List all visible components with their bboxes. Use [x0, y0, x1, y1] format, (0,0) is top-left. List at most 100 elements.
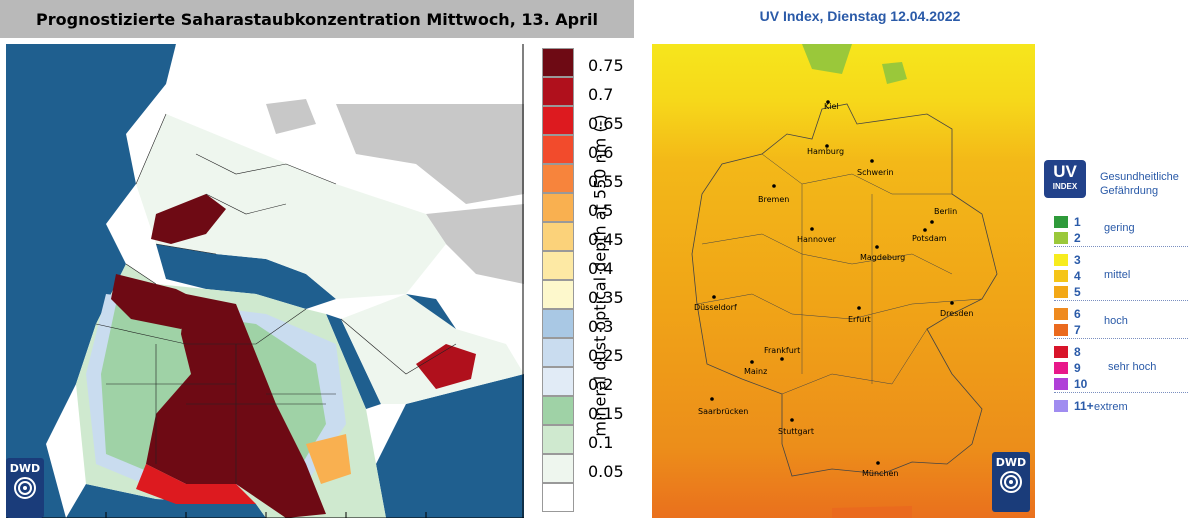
colorbar-tick-label: 0.7 — [588, 85, 614, 104]
colorbar-swatch — [542, 135, 574, 164]
colorbar-swatch — [542, 454, 574, 483]
dust-plume-arabia — [416, 344, 476, 389]
legend-swatch — [1054, 231, 1068, 244]
city-label-kiel: Kiel — [824, 102, 839, 111]
colorbar-tick-label: 0.65 — [588, 114, 624, 133]
indian-ocean — [376, 374, 524, 518]
legend-row: 11+ — [1054, 399, 1094, 413]
uv-map: Kiel Hamburg Schwerin Bremen Berlin Pots… — [652, 44, 1035, 518]
legend-value: 10 — [1074, 376, 1088, 391]
colorbar-tick-label: 0.75 — [588, 56, 624, 75]
legend-value: 3 — [1074, 252, 1081, 267]
colorbar-swatch — [542, 483, 574, 512]
legend-row: 8 — [1054, 345, 1081, 359]
grey-northern-region — [336, 104, 524, 204]
colorbar-swatch — [542, 367, 574, 396]
uv-index-badge: UV INDEX — [1044, 160, 1086, 198]
city-label-potsdam: Potsdam — [912, 234, 947, 243]
dwd-swirl-icon — [14, 477, 36, 499]
legend-category: mittel — [1104, 269, 1131, 281]
colorbar-tick-label: 0.05 — [588, 462, 624, 481]
legend-row: 6 — [1054, 306, 1081, 321]
legend-divider — [1054, 300, 1188, 301]
dust-map — [6, 44, 524, 518]
legend-swatch — [1054, 269, 1068, 282]
legend-value: 7 — [1074, 322, 1081, 337]
city-markers — [710, 100, 954, 465]
legend-category: hoch — [1104, 315, 1128, 327]
dust-plume-iberia — [151, 194, 226, 244]
dwd-logo-right: DWD — [992, 452, 1030, 512]
legend-value: 6 — [1074, 306, 1081, 321]
city-label-duesseldorf: Düsseldorf — [694, 303, 737, 312]
dust-mid-patch — [306, 434, 351, 484]
legend-value: 1 — [1074, 214, 1081, 229]
colorbar-swatch — [542, 396, 574, 425]
uv-green-north — [802, 44, 852, 74]
city-label-saarbruecken: Saarbrücken — [698, 407, 748, 416]
city-label-dresden: Dresden — [940, 309, 973, 318]
legend-heading: Gesundheitliche Gefährdung — [1100, 171, 1179, 197]
legend-swatch — [1054, 307, 1068, 320]
legend-value: 9 — [1074, 360, 1081, 375]
germany-outline — [691, 103, 998, 477]
colorbar-tick-label: 0.45 — [588, 230, 624, 249]
city-label-erfurt: Erfurt — [848, 315, 871, 324]
legend-row: 4 — [1054, 268, 1081, 283]
legend-row: 2 — [1054, 230, 1081, 245]
legend-row: 10 — [1054, 376, 1088, 391]
legend-category: extrem — [1094, 401, 1128, 413]
legend-swatch — [1054, 345, 1068, 358]
colorbar-tick-label: 0.6 — [588, 143, 614, 162]
colorbar-tick-label: 0.25 — [588, 346, 624, 365]
colorbar-swatch — [542, 48, 574, 77]
legend-category: gering — [1104, 222, 1135, 234]
dwd-swirl-icon — [1000, 471, 1022, 493]
europe-land — [136, 114, 446, 299]
city-label-hamburg: Hamburg — [807, 147, 844, 156]
city-label-stuttgart: Stuttgart — [778, 427, 814, 436]
gulf-of-guinea — [66, 484, 266, 518]
colorbar-axis-label: mineral dust optical depth at 550 nm (-) — [590, 113, 610, 437]
red-sea — [326, 314, 381, 409]
legend-swatch — [1054, 399, 1068, 412]
legend-row: 5 — [1054, 284, 1081, 299]
legend-row: 3 — [1054, 252, 1081, 267]
colorbar-swatch — [542, 222, 574, 251]
mediterranean-sea — [156, 244, 336, 309]
uv-background — [652, 44, 1035, 518]
legend-swatch — [1054, 361, 1068, 374]
colorbar-swatch — [542, 106, 574, 135]
city-label-schwerin: Schwerin — [857, 168, 894, 177]
city-label-mainz: Mainz — [744, 367, 767, 376]
city-label-muenchen: München — [862, 469, 899, 478]
legend-divider — [1054, 338, 1188, 339]
city-label-bremen: Bremen — [758, 195, 789, 204]
legend-row: 7 — [1054, 322, 1081, 337]
uv-red-south — [832, 506, 912, 518]
uv-green-northeast — [882, 62, 907, 84]
colorbar-tick-label: 0.35 — [588, 288, 624, 307]
legend-swatch — [1054, 253, 1068, 266]
legend-value: 2 — [1074, 230, 1081, 245]
city-label-berlin: Berlin — [934, 207, 957, 216]
arabia-land — [341, 294, 524, 404]
legend-value: 4 — [1074, 268, 1081, 283]
colorbar-swatch — [542, 280, 574, 309]
city-label-magdeburg: Magdeburg — [860, 253, 905, 262]
legend-swatch — [1054, 377, 1068, 390]
colorbar-swatch — [542, 251, 574, 280]
colorbar-tick-label: 0.3 — [588, 317, 614, 336]
uv-index-panel: UV Index, Dienstag 12.04.2022 — [640, 0, 1200, 528]
colorbar-swatch — [542, 338, 574, 367]
colorbar-swatch — [542, 425, 574, 454]
colorbar-tick-label: 0.55 — [588, 172, 624, 191]
legend-category: sehr hoch — [1108, 361, 1157, 373]
colorbar-tick-label: 0.4 — [588, 259, 614, 278]
legend-swatch — [1054, 323, 1068, 336]
legend-swatch — [1054, 215, 1068, 228]
legend-value: 5 — [1074, 284, 1081, 299]
uv-map-title: UV Index, Dienstag 12.04.2022 — [759, 8, 961, 24]
atlantic-ocean — [6, 44, 176, 518]
